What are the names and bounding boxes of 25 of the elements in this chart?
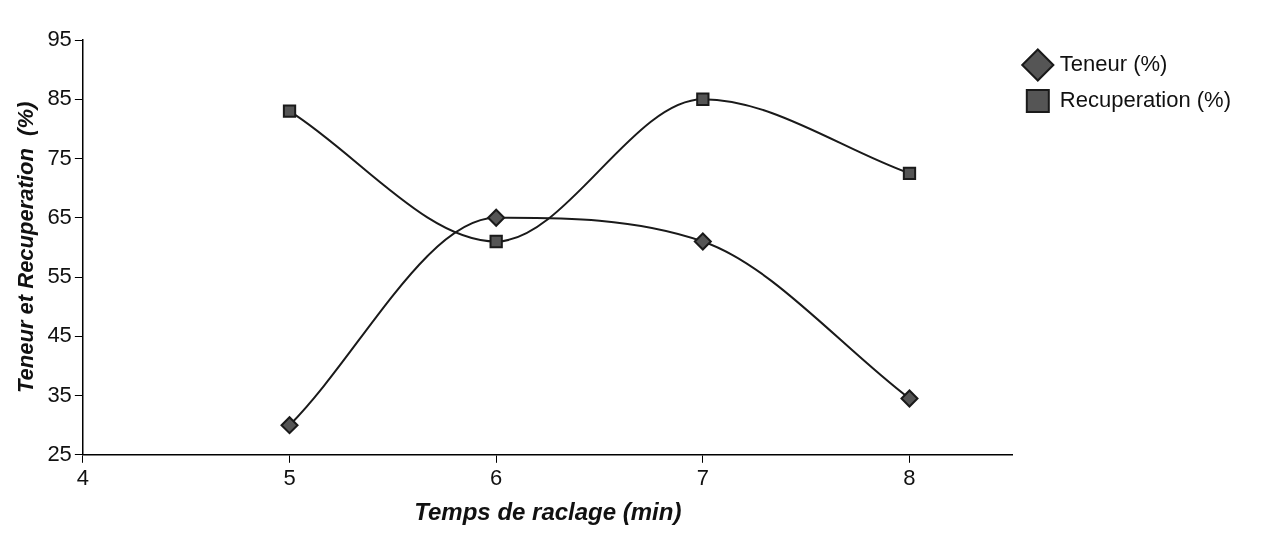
point [487,208,506,227]
x-axis-title: Temps de raclage (min) [414,498,682,526]
y-tick-label: 35 [47,381,72,407]
y-tick-label: 25 [47,440,72,466]
point [693,232,712,251]
x-tick-label: 4 [76,465,89,491]
y-tick-label: 55 [47,263,72,289]
x-tick-label: 8 [903,465,916,491]
point [696,92,710,106]
y-tick-label: 75 [47,144,72,170]
y-axis-title: Teneur et Recuperation (%) [13,101,39,394]
legend-label: Recuperation (%) [1059,87,1231,113]
y-tick-label: 95 [47,26,72,52]
x-tick-label: 5 [283,465,296,491]
x-tick-label: 7 [696,465,709,491]
point [902,166,917,180]
point [280,416,299,435]
y-tick-label: 65 [47,203,72,229]
point [489,234,503,249]
point [282,104,297,118]
y-tick-label: 45 [47,322,72,348]
y-tick-label: 85 [47,85,72,111]
point [900,389,919,408]
x-tick-label: 6 [490,465,503,491]
legend-label: Teneur (%) [1059,51,1168,77]
